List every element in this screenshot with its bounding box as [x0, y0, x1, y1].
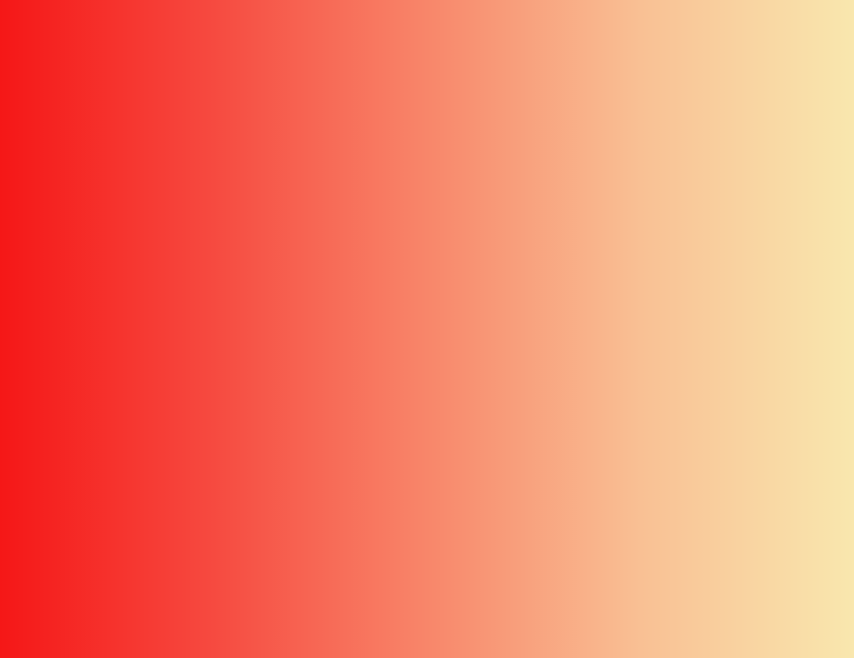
- gradient-background: [0, 0, 854, 658]
